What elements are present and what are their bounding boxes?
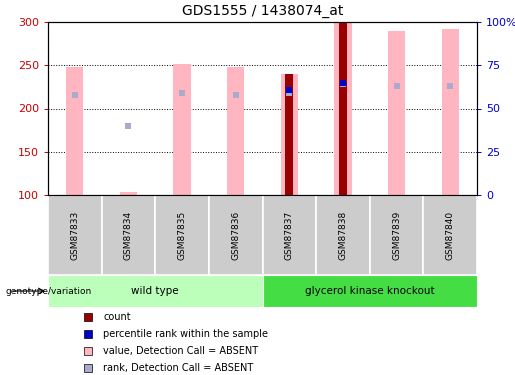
Bar xyxy=(316,195,370,275)
Bar xyxy=(370,195,423,275)
Bar xyxy=(339,22,347,195)
Text: GSM87840: GSM87840 xyxy=(445,210,455,260)
Bar xyxy=(227,67,244,195)
Bar xyxy=(281,74,298,195)
Bar xyxy=(285,74,294,195)
Text: percentile rank within the sample: percentile rank within the sample xyxy=(103,329,268,339)
Text: rank, Detection Call = ABSENT: rank, Detection Call = ABSENT xyxy=(103,363,253,373)
Bar xyxy=(423,195,477,275)
Text: GSM87838: GSM87838 xyxy=(338,210,348,260)
Bar xyxy=(263,195,316,275)
Text: GSM87836: GSM87836 xyxy=(231,210,240,260)
Bar xyxy=(48,195,101,275)
Text: genotype/variation: genotype/variation xyxy=(5,286,91,296)
Bar xyxy=(120,192,137,195)
Bar xyxy=(101,195,155,275)
Text: value, Detection Call = ABSENT: value, Detection Call = ABSENT xyxy=(103,346,258,356)
Text: GSM87834: GSM87834 xyxy=(124,210,133,260)
Text: GSM87835: GSM87835 xyxy=(178,210,186,260)
Text: count: count xyxy=(103,312,131,322)
Text: GSM87837: GSM87837 xyxy=(285,210,294,260)
Text: glycerol kinase knockout: glycerol kinase knockout xyxy=(305,286,435,296)
Bar xyxy=(334,22,352,195)
Bar xyxy=(155,195,209,275)
Text: GSM87839: GSM87839 xyxy=(392,210,401,260)
Text: wild type: wild type xyxy=(131,286,179,296)
Title: GDS1555 / 1438074_at: GDS1555 / 1438074_at xyxy=(182,4,343,18)
Bar xyxy=(263,275,477,307)
Bar xyxy=(388,31,405,195)
Bar xyxy=(48,275,263,307)
Text: GSM87833: GSM87833 xyxy=(71,210,79,260)
Bar xyxy=(209,195,263,275)
Bar xyxy=(66,67,83,195)
Bar xyxy=(174,63,191,195)
Bar xyxy=(441,29,459,195)
